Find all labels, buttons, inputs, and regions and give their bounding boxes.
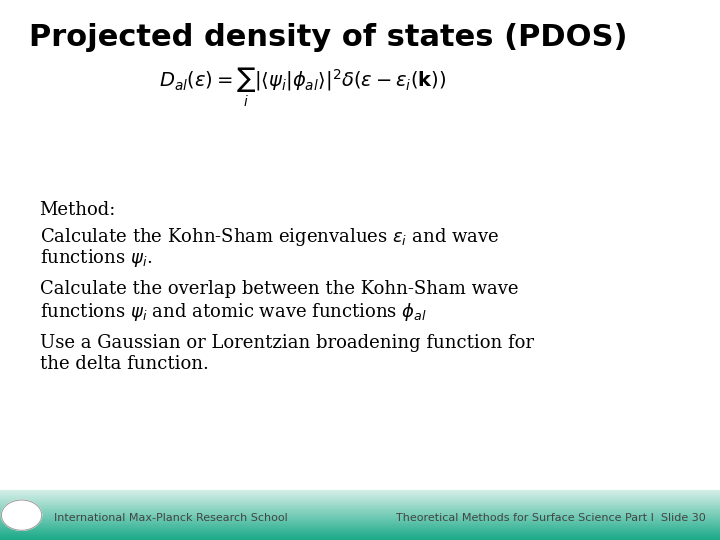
Bar bbox=[0, 532, 720, 534]
Bar bbox=[0, 503, 720, 504]
Bar bbox=[0, 524, 720, 525]
Text: the delta function.: the delta function. bbox=[40, 355, 209, 373]
Bar bbox=[0, 515, 720, 516]
Bar bbox=[0, 508, 720, 509]
Bar bbox=[0, 505, 720, 507]
Bar bbox=[0, 496, 720, 498]
Text: Theoretical Methods for Surface Science Part I  Slide 30: Theoretical Methods for Surface Science … bbox=[396, 512, 706, 523]
Bar bbox=[0, 509, 720, 510]
Bar bbox=[0, 502, 720, 504]
Bar bbox=[0, 522, 720, 523]
Bar bbox=[0, 507, 720, 508]
Bar bbox=[0, 491, 720, 493]
Bar bbox=[0, 531, 720, 532]
Text: Calculate the Kohn-Sham eigenvalues $\varepsilon_i$ and wave: Calculate the Kohn-Sham eigenvalues $\va… bbox=[40, 226, 499, 248]
Bar bbox=[0, 513, 720, 514]
Bar bbox=[0, 535, 720, 537]
Bar bbox=[0, 490, 720, 491]
Text: Projected density of states (PDOS): Projected density of states (PDOS) bbox=[29, 23, 627, 52]
Bar bbox=[0, 499, 720, 500]
Text: functions $\psi_i$ and atomic wave functions $\phi_{al}$: functions $\psi_i$ and atomic wave funct… bbox=[40, 301, 426, 323]
Bar bbox=[0, 511, 720, 512]
Bar bbox=[0, 537, 720, 538]
Text: International Max-Planck Research School: International Max-Planck Research School bbox=[54, 512, 288, 523]
Bar bbox=[0, 495, 720, 496]
Bar bbox=[0, 516, 720, 517]
Bar bbox=[0, 505, 720, 506]
Text: Use a Gaussian or Lorentzian broadening function for: Use a Gaussian or Lorentzian broadening … bbox=[40, 334, 534, 352]
Bar bbox=[0, 526, 720, 528]
Bar bbox=[0, 527, 720, 529]
Bar bbox=[0, 494, 720, 495]
Bar bbox=[0, 538, 720, 539]
Bar bbox=[0, 529, 720, 530]
Bar bbox=[0, 516, 720, 518]
Bar bbox=[0, 510, 720, 512]
Bar bbox=[0, 498, 720, 500]
Bar bbox=[0, 512, 720, 514]
Text: $D_{al}(\epsilon) = \sum_{i} |\langle \psi_i | \phi_{al} \rangle|^2 \delta(\epsi: $D_{al}(\epsilon) = \sum_{i} |\langle \p… bbox=[158, 66, 446, 109]
Bar bbox=[0, 523, 720, 524]
Bar bbox=[0, 536, 720, 537]
Text: functions $\psi_i$.: functions $\psi_i$. bbox=[40, 247, 152, 269]
Text: Method:: Method: bbox=[40, 201, 116, 219]
Bar bbox=[0, 517, 720, 518]
Bar bbox=[0, 519, 720, 520]
Bar bbox=[0, 514, 720, 515]
Bar bbox=[0, 501, 720, 503]
Bar bbox=[0, 521, 720, 522]
Bar bbox=[0, 501, 720, 502]
Bar bbox=[0, 496, 720, 497]
Bar bbox=[0, 497, 720, 498]
Bar bbox=[0, 538, 720, 540]
Text: Calculate the overlap between the Kohn-Sham wave: Calculate the overlap between the Kohn-S… bbox=[40, 280, 518, 298]
Bar bbox=[0, 491, 720, 492]
Bar bbox=[0, 524, 720, 526]
Bar bbox=[0, 530, 720, 532]
Bar bbox=[0, 518, 720, 519]
Circle shape bbox=[1, 500, 42, 530]
Bar bbox=[0, 510, 720, 511]
Bar bbox=[0, 521, 720, 523]
Bar bbox=[0, 530, 720, 531]
Bar bbox=[0, 534, 720, 535]
Bar bbox=[0, 535, 720, 536]
Bar bbox=[0, 507, 720, 509]
Bar bbox=[0, 500, 720, 501]
Bar bbox=[0, 525, 720, 526]
Bar bbox=[0, 519, 720, 521]
Bar bbox=[0, 504, 720, 505]
Bar bbox=[0, 492, 720, 494]
Bar bbox=[0, 493, 720, 495]
Bar bbox=[0, 533, 720, 534]
Bar bbox=[0, 528, 720, 529]
